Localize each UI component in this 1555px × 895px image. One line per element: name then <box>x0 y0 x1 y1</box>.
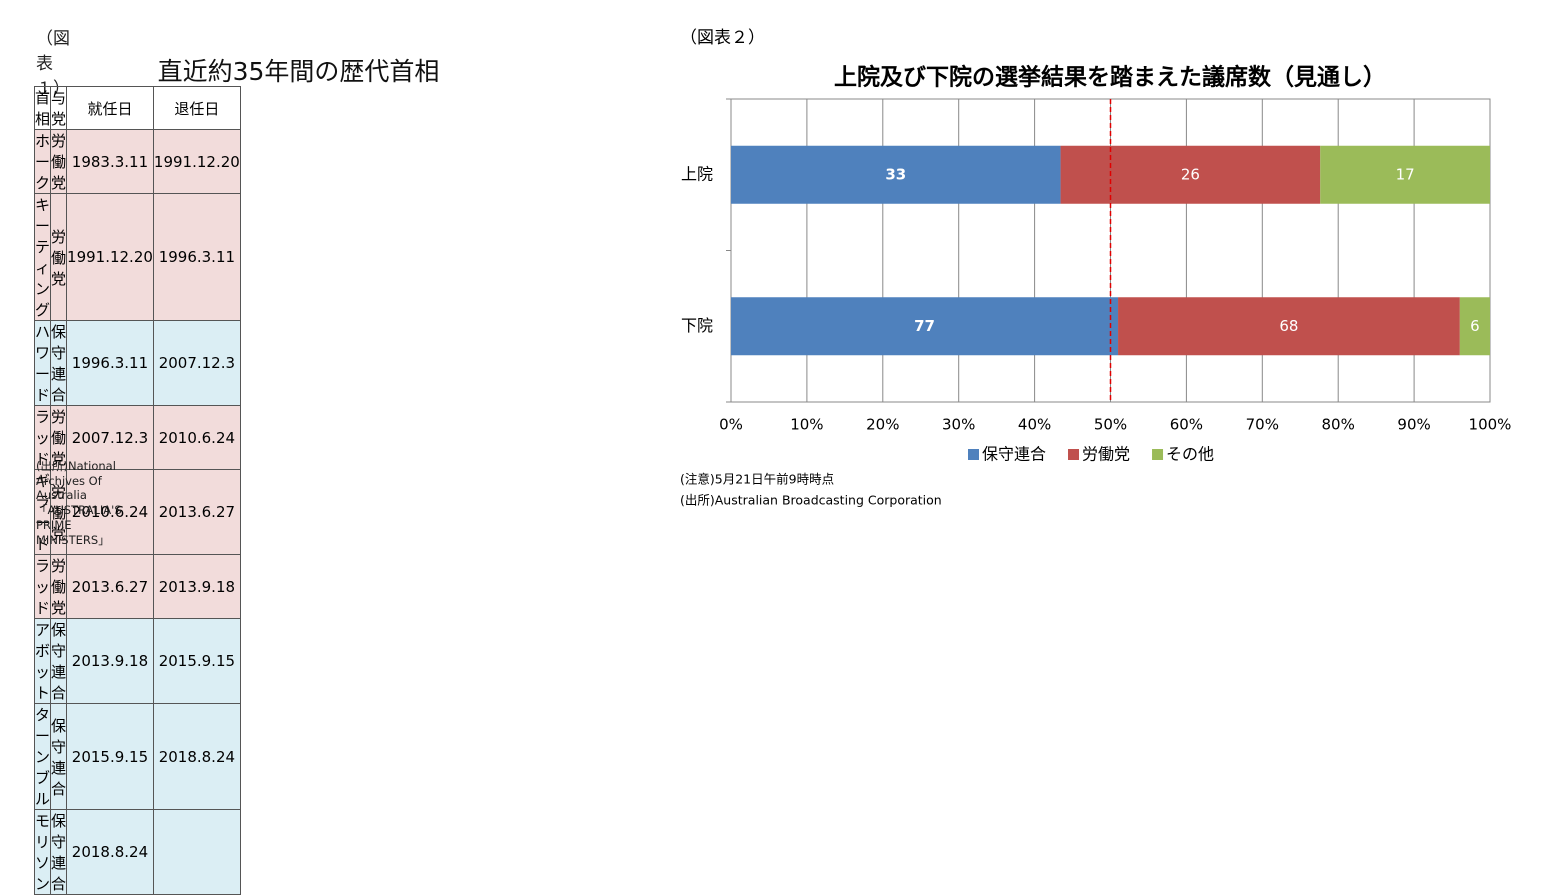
table-row: ターンブル 保守連合 2015.9.15 2018.8.24 <box>33 703 241 810</box>
table-cell: ラッド <box>33 554 52 619</box>
table-cell: 労働党 <box>50 129 68 194</box>
x-tick-label: 90% <box>1397 416 1430 434</box>
table-cell: 保守連合 <box>50 809 68 895</box>
table-cell: ホーク <box>33 129 52 194</box>
table-cell: 労働党 <box>50 193 68 321</box>
bar-segment <box>731 145 1061 204</box>
header-cell: 与党 <box>50 86 68 130</box>
table-row: ハワード 保守連合 1996.3.11 2007.12.3 <box>33 320 241 406</box>
y-tick-label: 下院 <box>681 316 713 335</box>
page: （図表１） 直近約35年間の歴代首相 首相 与党 就任日 退任日 ホーク 労働党 1983.… <box>33 28 1512 895</box>
table-cell: 保守連合 <box>50 618 68 704</box>
data-label: 6 <box>1470 317 1480 335</box>
data-label: 68 <box>1279 317 1298 335</box>
table-row: モリソン 保守連合 2018.8.24 <box>33 809 241 895</box>
table-cell: 労働党 <box>50 554 68 619</box>
table-row: ラッド 労働党 2013.6.27 2013.9.18 <box>33 554 241 619</box>
note: (注意)5月21日午前9時時点 <box>680 472 834 487</box>
x-tick-label: 40% <box>1018 416 1051 434</box>
table-cell: キーティング <box>33 193 52 321</box>
table-cell: 2013.9.18 <box>66 618 154 704</box>
legend-label: 労働党 <box>1082 445 1130 464</box>
table-cell: 2007.12.3 <box>152 320 241 406</box>
table-row: ホーク 労働党 1983.3.11 1991.12.20 <box>33 129 241 194</box>
table-cell: 2010.6.24 <box>152 405 241 470</box>
table-cell: 1991.12.20 <box>66 193 154 321</box>
legend-swatch <box>1068 449 1080 460</box>
table-cell: 労働党 <box>50 405 68 470</box>
data-label: 77 <box>914 317 935 335</box>
chart-label: （図表２） <box>680 28 765 48</box>
note: (出所)Australian Broadcasting Corporation <box>680 493 942 508</box>
chart-title: 上院及び下院の選挙結果を踏まえた議席数（見通し） <box>834 64 1386 91</box>
bar-segment <box>1320 145 1490 204</box>
legend-label: その他 <box>1166 445 1214 464</box>
x-tick-label: 50% <box>1094 416 1127 434</box>
bar-segment <box>1459 297 1490 356</box>
table-cell: 2015.9.15 <box>152 618 241 704</box>
table-cell: 2007.12.3 <box>66 405 154 470</box>
data-label: 26 <box>1181 165 1200 183</box>
bar-segment <box>731 297 1119 356</box>
bar-segment <box>1060 145 1321 204</box>
table-title: 直近約35年間の歴代首相 <box>157 57 440 86</box>
table-cell: 2013.6.27 <box>66 554 154 619</box>
table-cell: ハワード <box>33 320 52 406</box>
x-tick-label: 10% <box>790 416 823 434</box>
data-label: 33 <box>885 165 906 183</box>
header-cell: 就任日 <box>66 86 154 130</box>
bar-segment <box>1118 297 1460 356</box>
legend-swatch <box>968 449 979 460</box>
table-source: (出所)National Archives Of Australia「AUSTR… <box>36 459 122 547</box>
table-cell: 2018.8.24 <box>152 703 241 810</box>
header-cell: 首相 <box>33 86 52 130</box>
table-cell: モリソン <box>33 809 52 895</box>
table-cell <box>152 809 241 895</box>
table-cell: 2018.8.24 <box>66 809 154 895</box>
legend-label: 保守連合 <box>982 445 1046 464</box>
y-tick-label: 上院 <box>681 164 713 183</box>
x-tick-label: 20% <box>866 416 899 434</box>
table-cell: 2015.9.15 <box>66 703 154 810</box>
x-tick-label: 70% <box>1246 416 1279 434</box>
x-tick-label: 0% <box>719 416 743 434</box>
table-cell: 1983.3.11 <box>66 129 154 194</box>
chart: （図表２） 上院及び下院の選挙結果を踏まえた議席数（見通し） 0% 10% 20% 3… <box>680 28 1512 508</box>
table-cell: 2013.9.18 <box>152 554 241 619</box>
header-cell: 退任日 <box>152 86 241 130</box>
table-cell: アボット <box>33 618 52 704</box>
x-tick-label: 30% <box>942 416 975 434</box>
x-tick-label: 80% <box>1322 416 1355 434</box>
x-tick-label: 60% <box>1170 416 1203 434</box>
x-tick-label: 100% <box>1469 416 1512 434</box>
header-row: 首相 与党 就任日 退任日 <box>33 86 241 130</box>
table-cell: 1991.12.20 <box>152 129 241 194</box>
table-row: アボット 保守連合 2013.9.18 2015.9.15 <box>33 618 241 704</box>
legend-swatch <box>1152 449 1164 460</box>
table-cell: 1996.3.11 <box>152 193 241 321</box>
table-row: キーティング 労働党 1991.12.20 1996.3.11 <box>33 193 241 321</box>
table-cell: ターンブル <box>33 703 52 810</box>
table-cell: 保守連合 <box>50 703 68 810</box>
data-label: 17 <box>1396 165 1415 183</box>
table-cell: 保守連合 <box>50 320 68 406</box>
